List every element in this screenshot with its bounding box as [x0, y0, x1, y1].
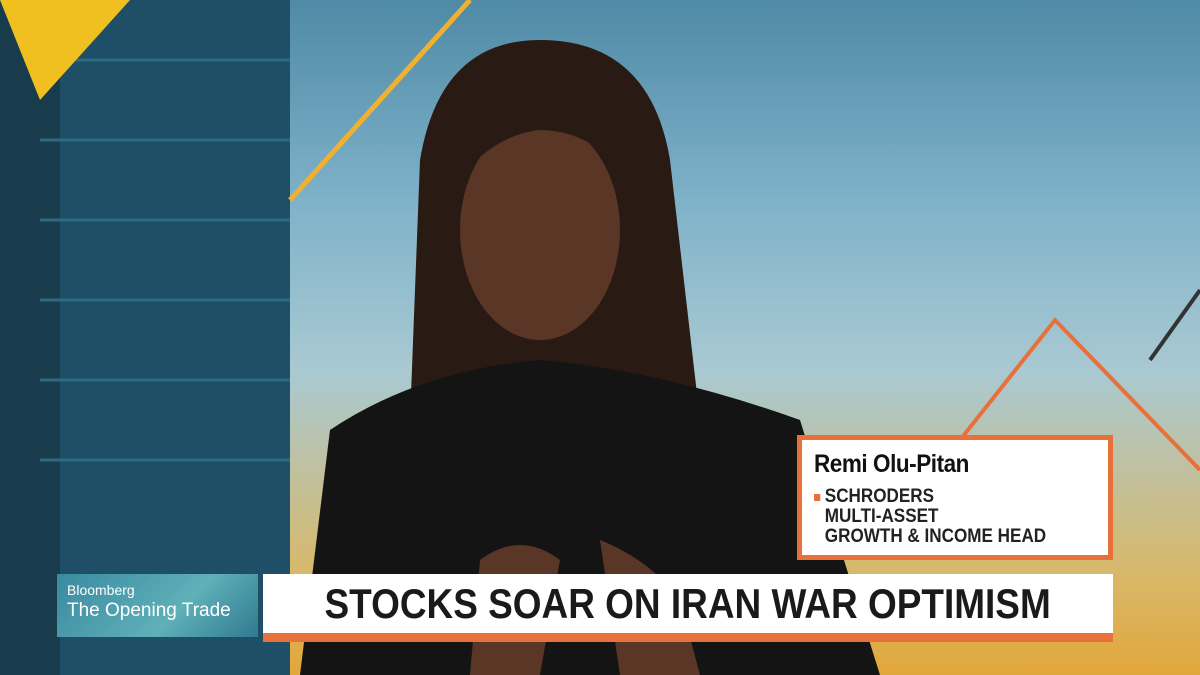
guest-title-line: MULTI-ASSET: [824, 506, 939, 527]
guest-name: Remi Olu-Pitan: [814, 450, 969, 478]
show-logo: Bloomberg The Opening Trade: [57, 574, 258, 637]
headline-bar: STOCKS SOAR ON IRAN WAR OPTIMISM: [263, 574, 1113, 642]
person-bangs: [450, 80, 636, 190]
name-lower-third: Remi Olu-Pitan SCHRODERS MULTI-ASSET GRO…: [797, 435, 1113, 560]
guest-title-line: SCHRODERS: [824, 486, 935, 507]
orange-chart-line: [958, 316, 1200, 472]
show-brand: Bloomberg: [67, 582, 135, 598]
show-name: The Opening Trade: [67, 600, 231, 621]
person-face: [460, 120, 620, 340]
headline-text: STOCKS SOAR ON IRAN WAR OPTIMISM: [324, 579, 1052, 627]
yellow-chart-line: [288, 0, 472, 202]
guest-title-line: GROWTH & INCOME HEAD: [824, 526, 1047, 547]
guest-title: SCHRODERS MULTI-ASSET GROWTH & INCOME HE…: [814, 487, 1068, 547]
skyscraper-shadow: [0, 0, 60, 675]
bullet-icon: [814, 494, 821, 501]
skyscraper: [40, 0, 290, 675]
dark-chart-line: [1148, 288, 1200, 362]
yellow-triangle-graphic: [0, 0, 130, 100]
